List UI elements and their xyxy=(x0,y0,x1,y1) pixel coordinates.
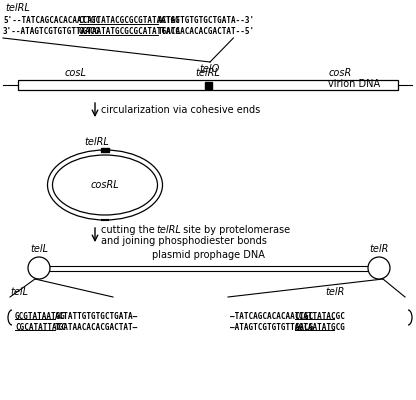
Text: and joining phosphodiester bonds: and joining phosphodiester bonds xyxy=(101,236,267,246)
Text: cosR: cosR xyxy=(328,68,352,78)
Text: telR: telR xyxy=(325,287,344,297)
Text: telRL: telRL xyxy=(84,137,109,147)
Text: GGTAATATGCG: GGTAATATGCG xyxy=(295,323,346,332)
Text: TGATAACACACGACTAT—: TGATAACACACGACTAT— xyxy=(54,323,138,332)
Text: ACTATTGTGTGCTGATA—: ACTATTGTGTGCTGATA— xyxy=(54,312,138,321)
Text: cosL: cosL xyxy=(64,68,86,78)
Text: GGTAATATGCGCGCATATTACC: GGTAATATGCGCGCATATTACC xyxy=(79,27,181,36)
Text: TGATAACACACGACTAT--5': TGATAACACACGACTAT--5' xyxy=(158,27,255,36)
Text: telRL: telRL xyxy=(5,3,30,13)
Text: 3'--ATAGTCGTGTGTTAACG: 3'--ATAGTCGTGTGTTAACG xyxy=(3,27,100,36)
Circle shape xyxy=(368,257,390,279)
Text: CGCATATTACC: CGCATATTACC xyxy=(15,323,66,332)
Text: cosRL: cosRL xyxy=(91,180,119,190)
Bar xyxy=(18,80,398,90)
Text: —ATAGTCGTGTGTTAACG: —ATAGTCGTGTGTTAACG xyxy=(230,323,313,332)
Text: virion DNA: virion DNA xyxy=(328,79,380,89)
Text: —TATCAGCACACAATTGC: —TATCAGCACACAATTGC xyxy=(230,312,313,321)
Circle shape xyxy=(28,257,50,279)
Text: telRL: telRL xyxy=(156,225,181,235)
Text: cutting the: cutting the xyxy=(101,225,158,235)
Text: circularization via cohesive ends: circularization via cohesive ends xyxy=(101,105,260,115)
Text: GCGTATAATGG: GCGTATAATGG xyxy=(15,312,66,321)
Text: plasmid prophage DNA: plasmid prophage DNA xyxy=(151,250,265,260)
Bar xyxy=(205,82,211,88)
Text: telRL: telRL xyxy=(196,68,220,78)
Text: telL: telL xyxy=(10,287,28,297)
Text: telO: telO xyxy=(200,64,220,74)
Text: site by protelomerase: site by protelomerase xyxy=(180,225,290,235)
Text: 5'--TATCAGCACACAATTGC: 5'--TATCAGCACACAATTGC xyxy=(3,16,100,25)
Text: CCATTATACGCGCGTATAATGG: CCATTATACGCGCGTATAATGG xyxy=(79,16,181,25)
Text: ACTATTGTGTGCTGATA--3': ACTATTGTGTGCTGATA--3' xyxy=(158,16,255,25)
Text: telL: telL xyxy=(30,244,48,254)
Text: CCATTATACGC: CCATTATACGC xyxy=(295,312,346,321)
Text: telR: telR xyxy=(369,244,389,254)
Bar xyxy=(101,148,109,152)
